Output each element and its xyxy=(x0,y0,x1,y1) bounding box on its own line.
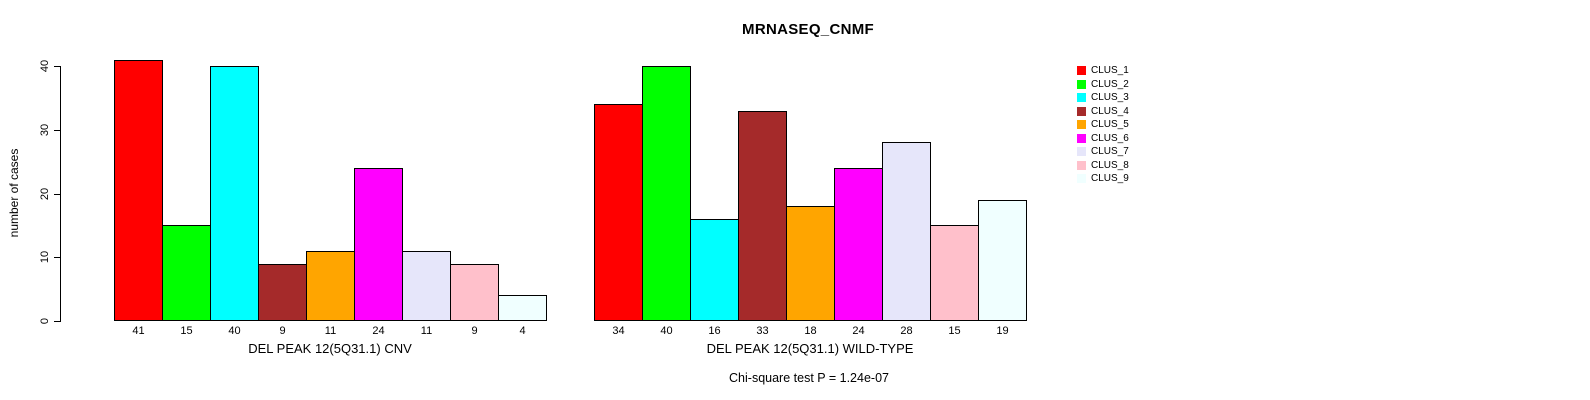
legend-item: CLUS_4 xyxy=(1077,105,1129,119)
y-axis-tick xyxy=(54,321,60,322)
bar-value-label: 41 xyxy=(132,325,145,337)
y-axis-tick xyxy=(54,66,60,67)
bar-clus_9-group1 xyxy=(498,295,547,321)
legend-swatch-icon xyxy=(1077,160,1086,170)
bar-value-label: 33 xyxy=(756,325,769,337)
bar-value-label: 15 xyxy=(948,325,961,337)
bar-value-label: 28 xyxy=(900,325,913,337)
y-axis-label: number of cases xyxy=(7,148,21,238)
chart-title: MRNASEQ_CNMF xyxy=(742,21,874,38)
legend-label: CLUS_9 xyxy=(1091,173,1129,185)
bar-value-label: 18 xyxy=(804,325,817,337)
bar-clus_9-group2 xyxy=(978,200,1027,321)
legend-label: CLUS_2 xyxy=(1091,78,1129,90)
bar-value-label: 9 xyxy=(471,325,478,337)
bar-clus_1-group1 xyxy=(114,60,163,321)
legend-item: CLUS_1 xyxy=(1077,64,1129,78)
legend-item: CLUS_6 xyxy=(1077,132,1129,146)
y-axis-tick xyxy=(54,193,60,195)
y-axis-tick-label: 10 xyxy=(39,251,51,264)
bar-value-label: 24 xyxy=(852,325,865,337)
bar-value-label: 40 xyxy=(660,325,673,337)
legend-swatch-icon xyxy=(1077,79,1086,89)
legend-swatch-icon xyxy=(1077,120,1086,130)
legend-item: CLUS_5 xyxy=(1077,118,1129,132)
legend-swatch-icon xyxy=(1077,133,1086,143)
bar-value-label: 24 xyxy=(372,325,385,337)
legend-swatch-icon xyxy=(1077,174,1086,184)
bar-clus_3-group2 xyxy=(690,219,739,321)
y-axis-tick xyxy=(54,129,60,131)
bar-clus_2-group1 xyxy=(162,225,211,321)
bar-clus_6-group2 xyxy=(834,168,883,321)
legend-label: CLUS_7 xyxy=(1091,146,1129,158)
legend-label: CLUS_6 xyxy=(1091,132,1129,144)
y-axis-tick xyxy=(54,257,60,259)
legend-item: CLUS_3 xyxy=(1077,91,1129,105)
bar-clus_7-group1 xyxy=(402,251,451,321)
bar-value-label: 19 xyxy=(996,325,1009,337)
legend-label: CLUS_1 xyxy=(1091,65,1129,77)
bar-value-label: 15 xyxy=(180,325,193,337)
legend-item: CLUS_9 xyxy=(1077,172,1129,186)
legend-label: CLUS_8 xyxy=(1091,159,1129,171)
bar-clus_4-group1 xyxy=(258,264,307,321)
bar-clus_8-group2 xyxy=(930,225,979,321)
bar-clus_2-group2 xyxy=(642,66,691,321)
bar-clus_1-group2 xyxy=(594,104,643,321)
y-axis-tick-label: 20 xyxy=(39,187,51,200)
bar-value-label: 11 xyxy=(420,325,433,337)
legend-swatch-icon xyxy=(1077,147,1086,157)
legend: CLUS_1 CLUS_2 CLUS_3 CLUS_4 CLUS_5 CLUS_6 CLUS… xyxy=(1077,64,1129,186)
y-axis-line xyxy=(60,66,61,322)
y-axis-tick-label: 0 xyxy=(39,317,51,325)
y-axis-tick-label: 40 xyxy=(39,59,51,73)
bar-value-label: 16 xyxy=(708,325,721,337)
legend-label: CLUS_3 xyxy=(1091,92,1129,104)
legend-item: CLUS_8 xyxy=(1077,159,1129,173)
bar-clus_8-group1 xyxy=(450,264,499,321)
bar-clus_5-group2 xyxy=(786,206,835,321)
legend-label: CLUS_5 xyxy=(1091,119,1129,131)
legend-item: CLUS_2 xyxy=(1077,78,1129,92)
bar-value-label: 9 xyxy=(279,325,286,337)
legend-item: CLUS_7 xyxy=(1077,145,1129,159)
bar-value-label: 11 xyxy=(324,325,337,337)
legend-swatch-icon xyxy=(1077,106,1086,116)
chi-square-footnote: Chi-square test P = 1.24e-07 xyxy=(729,371,889,385)
legend-swatch-icon xyxy=(1077,66,1086,76)
bar-clus_6-group1 xyxy=(354,168,403,321)
bar-value-label: 40 xyxy=(228,325,241,337)
legend-label: CLUS_4 xyxy=(1091,105,1129,117)
x-group-label-wild-type: DEL PEAK 12(5Q31.1) WILD-TYPE xyxy=(706,341,914,356)
bar-clus_7-group2 xyxy=(882,142,931,321)
bar-clus_4-group2 xyxy=(738,111,787,321)
legend-swatch-icon xyxy=(1077,93,1086,103)
bar-clus_3-group1 xyxy=(210,66,259,321)
bar-value-label: 34 xyxy=(612,325,625,337)
x-group-label-cnv: DEL PEAK 12(5Q31.1) CNV xyxy=(248,341,412,356)
bar-value-label: 4 xyxy=(519,325,526,337)
y-axis-tick-label: 30 xyxy=(39,123,51,136)
bar-clus_5-group1 xyxy=(306,251,355,321)
